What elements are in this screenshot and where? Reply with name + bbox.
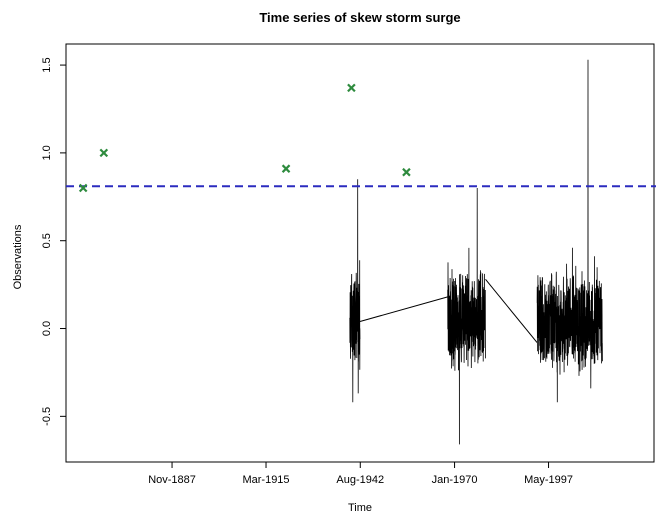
y-tick-label: 1.0 bbox=[41, 145, 53, 160]
y-axis-title: Observations bbox=[12, 224, 24, 289]
series-connector bbox=[359, 296, 448, 322]
data-layer bbox=[349, 59, 603, 445]
y-tick-label: 0.5 bbox=[41, 233, 53, 248]
series-line bbox=[536, 59, 603, 403]
x-tick-label: Mar-1915 bbox=[242, 474, 289, 486]
x-tick-label: Aug-1942 bbox=[336, 474, 384, 486]
extreme-point bbox=[347, 83, 356, 93]
plot-frame bbox=[65, 43, 655, 463]
extreme-point bbox=[402, 167, 411, 177]
x-axis-title: Time bbox=[348, 502, 372, 512]
extreme-point bbox=[281, 164, 291, 173]
plot-area: -0.5 0.0 0.5 1.0 1.5 Nov-1887 Mar-1915 Aug-1942… bbox=[41, 57, 656, 486]
series-line bbox=[447, 187, 486, 445]
x-tick-label: May-1997 bbox=[524, 474, 573, 486]
extreme-point bbox=[78, 183, 88, 193]
x-tick-label: Jan-1970 bbox=[432, 474, 478, 486]
chart-title: Time series of skew storm surge bbox=[259, 10, 460, 25]
y-tick-label: -0.5 bbox=[41, 407, 53, 426]
extreme-point bbox=[99, 148, 109, 158]
y-tick-label: 0.0 bbox=[41, 321, 53, 336]
series-connector bbox=[485, 279, 538, 343]
series-line bbox=[349, 179, 361, 403]
x-tick-label: Nov-1887 bbox=[148, 474, 196, 486]
y-tick-label: 1.5 bbox=[41, 57, 53, 72]
